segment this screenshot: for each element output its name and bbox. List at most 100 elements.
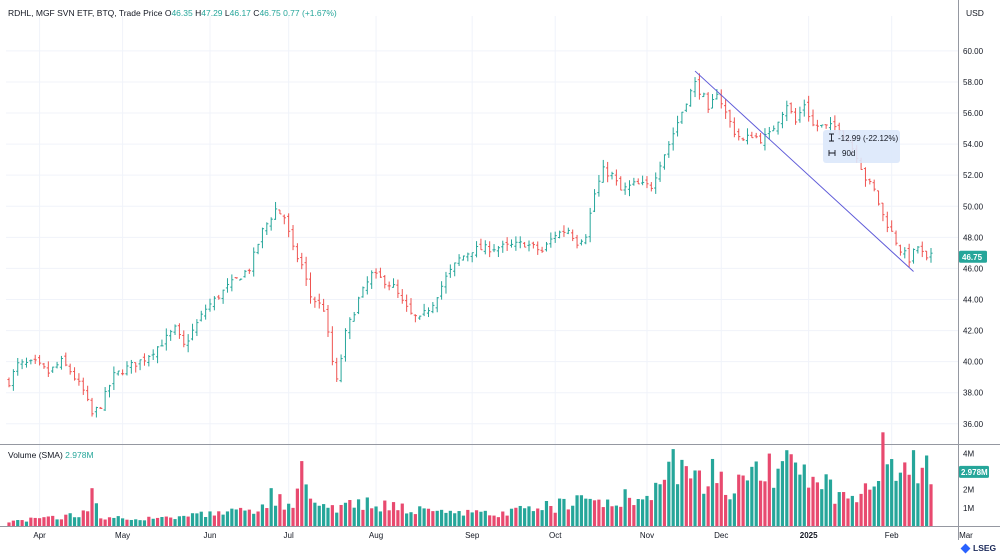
- volume-bar: [396, 510, 400, 526]
- price-tick-label: 38.00: [963, 389, 984, 398]
- volume-bar: [142, 520, 147, 526]
- volume-bar: [435, 510, 439, 526]
- brand-logo: LSEG: [960, 543, 997, 554]
- price-bar: [383, 275, 387, 289]
- price-bar: [732, 117, 736, 138]
- volume-bar: [112, 517, 116, 526]
- last-price-tag: 46.75: [959, 250, 987, 263]
- price-bar: [492, 244, 496, 253]
- volume-bar: [234, 509, 238, 526]
- volume-bar: [724, 494, 728, 526]
- volume-bar: [811, 476, 815, 526]
- volume-bar: [916, 483, 920, 526]
- volume-series: [7, 432, 933, 526]
- price-bar: [828, 117, 833, 133]
- price-bar: [544, 241, 549, 252]
- volume-bar: [702, 493, 706, 526]
- volume-bar: [833, 503, 837, 526]
- price-bar: [413, 314, 417, 323]
- price-bar: [7, 377, 11, 388]
- volume-bar: [536, 508, 540, 526]
- price-bar: [597, 174, 601, 197]
- price-bar: [706, 92, 710, 113]
- time-tick-label: 2025: [800, 531, 818, 540]
- volume-bar: [610, 506, 614, 526]
- volume-bar: [728, 499, 732, 526]
- price-bar: [780, 111, 785, 129]
- volume-bar: [802, 464, 806, 526]
- volume-bar: [64, 514, 68, 526]
- price-bar: [81, 377, 85, 395]
- price-bar: [51, 366, 55, 373]
- price-bar: [287, 213, 291, 238]
- volume-bar: [29, 517, 33, 526]
- time-tick-label: Aug: [369, 531, 383, 540]
- price-bar: [571, 229, 575, 242]
- brand-name: LSEG: [973, 543, 997, 553]
- volume-bar: [863, 483, 868, 526]
- volume-bar: [383, 500, 387, 526]
- volume-bar: [81, 510, 85, 526]
- price-bar: [632, 177, 636, 186]
- volume-bar: [42, 517, 46, 526]
- volume-bar: [619, 506, 623, 526]
- volume-bar: [326, 507, 330, 526]
- volume-bar: [527, 506, 531, 526]
- price-bar: [461, 255, 466, 261]
- price-bar: [273, 201, 278, 220]
- volume-bar: [247, 509, 251, 526]
- volume-bar: [182, 515, 186, 526]
- volume-bar: [208, 511, 212, 526]
- price-tick-label: 46.00: [963, 264, 984, 273]
- price-bar: [815, 119, 819, 132]
- price-bar: [365, 276, 369, 295]
- price-bar: [396, 279, 400, 298]
- volume-bar: [741, 475, 745, 526]
- volume-bar: [287, 503, 291, 526]
- volume-bar: [282, 509, 286, 526]
- price-bar: [505, 237, 509, 251]
- price-bar: [431, 302, 435, 314]
- price-bar: [426, 307, 431, 318]
- volume-bar: [518, 505, 522, 526]
- volume-bar: [627, 497, 632, 526]
- volume-bar: [645, 495, 649, 526]
- volume-bar: [566, 509, 570, 526]
- volume-bar: [807, 487, 811, 526]
- price-bar: [898, 244, 903, 256]
- price-bar: [501, 240, 505, 253]
- volume-bar: [715, 483, 719, 526]
- volume-bar: [7, 522, 11, 526]
- price-tick-label: 40.00: [963, 358, 984, 367]
- price-bar: [121, 369, 125, 376]
- price-bar: [479, 238, 483, 251]
- time-tick-label: Feb: [885, 531, 899, 540]
- price-bar: [356, 296, 361, 315]
- price-bar: [641, 175, 645, 186]
- volume-bar: [894, 480, 898, 526]
- price-bar: [811, 109, 815, 127]
- time-tick-label: Dec: [714, 531, 728, 540]
- price-range-icon: [829, 133, 834, 142]
- volume-bar: [304, 484, 308, 526]
- price-bar: [29, 359, 33, 365]
- price-bar: [20, 359, 24, 370]
- volume-tick-label: 4M: [963, 449, 974, 458]
- price-bar: [588, 207, 592, 243]
- volume-bar: [448, 510, 452, 526]
- price-bar: [785, 100, 789, 122]
- volume-bar: [439, 509, 444, 526]
- volume-bar: [579, 495, 584, 526]
- volume-bar: [134, 519, 138, 526]
- volume-bar: [846, 498, 850, 526]
- volume-bar: [374, 506, 378, 526]
- price-bar: [614, 169, 618, 186]
- price-bar: [418, 315, 422, 320]
- volume-bar: [86, 511, 90, 526]
- price-bar: [863, 167, 868, 187]
- price-bar: [601, 159, 605, 183]
- volume-bar: [505, 515, 509, 526]
- volume-bar: [780, 461, 785, 526]
- volume-bar: [859, 493, 863, 526]
